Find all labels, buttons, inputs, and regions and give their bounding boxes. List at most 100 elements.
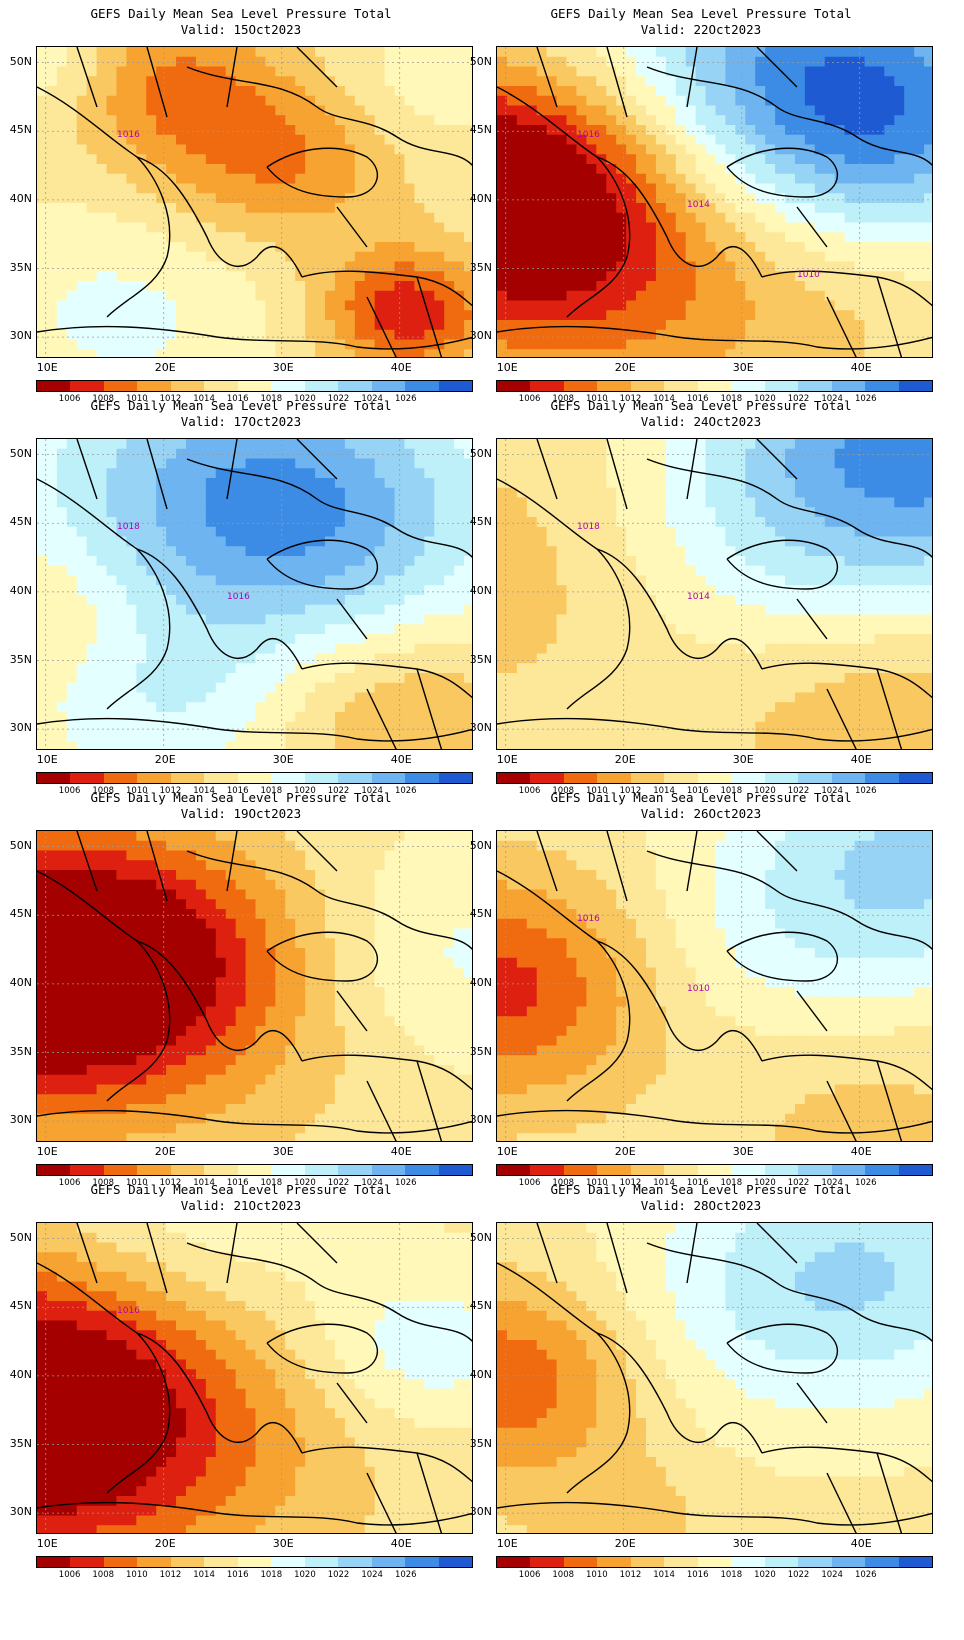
colorbar-label: 1016 <box>686 394 709 404</box>
colorbar-swatch <box>103 1557 138 1567</box>
colorbar-swatch <box>831 1557 866 1567</box>
colorbar-label: 1012 <box>159 1178 182 1188</box>
lat-tick-label: 40N <box>9 1367 32 1381</box>
lat-tick-label: 35N <box>469 1436 492 1450</box>
colorbar-label: 1018 <box>260 394 283 404</box>
colorbar-swatch <box>697 381 732 391</box>
coastline <box>726 539 838 590</box>
coastline <box>497 870 631 1102</box>
coastline <box>497 717 932 742</box>
colorbar-swatch <box>664 381 698 391</box>
colorbar <box>496 772 933 784</box>
panel-valid-date: Valid: 26Oct2023 <box>640 806 762 821</box>
panel-valid-date: Valid: 17Oct2023 <box>180 414 302 429</box>
colorbar-swatch <box>204 1557 238 1567</box>
lat-tick-label: 30N <box>469 1505 492 1519</box>
lat-tick-label: 30N <box>9 1505 32 1519</box>
colorbar-swatch <box>898 773 933 783</box>
colorbar-swatch <box>697 1557 732 1567</box>
colorbar-swatch <box>338 773 372 783</box>
lat-tick-label: 35N <box>469 1044 492 1058</box>
colorbar-swatch <box>70 773 104 783</box>
lat-tick-label: 50N <box>9 838 32 852</box>
coastline <box>37 1501 472 1526</box>
isobar-label: 1016 <box>227 592 250 602</box>
colorbar-swatch <box>304 381 339 391</box>
colorbar-label: 1008 <box>92 394 115 404</box>
colorbar-swatch <box>831 381 866 391</box>
coastline <box>596 1332 763 1454</box>
coastline <box>37 717 472 742</box>
lat-tick-label: 35N <box>9 1436 32 1450</box>
colorbar-label: 1006 <box>518 786 541 796</box>
colorbar-label: 1008 <box>552 1570 575 1580</box>
coastline <box>536 831 798 902</box>
colorbar-swatch <box>37 1557 71 1567</box>
colorbar-label: 1012 <box>619 1570 642 1580</box>
colorbar-swatch <box>831 773 866 783</box>
colorbar <box>496 380 933 392</box>
colorbar-label: 1026 <box>854 786 877 796</box>
colorbar-label: 1012 <box>619 786 642 796</box>
colorbar-label: 1018 <box>720 1178 743 1188</box>
colorbar-label: 1006 <box>58 1570 81 1580</box>
lat-tick-label: 45N <box>9 1299 32 1313</box>
lat-tick-label: 50N <box>469 446 492 460</box>
colorbar-label: 1010 <box>126 1570 148 1580</box>
lon-tick-label: 10E <box>36 1537 58 1550</box>
colorbar-label: 1016 <box>226 786 249 796</box>
panel-title: GEFS Daily Mean Sea Level Pressure Total <box>550 398 852 413</box>
coastline <box>186 458 472 559</box>
panel-valid-date: Valid: 22Oct2023 <box>640 22 762 37</box>
colorbar-swatch <box>764 381 799 391</box>
lat-tick-label: 35N <box>9 1044 32 1058</box>
colorbar-label: 1008 <box>552 394 575 404</box>
isobar-label: 1016 <box>577 130 600 140</box>
colorbar <box>36 380 473 392</box>
coastline <box>596 548 763 670</box>
map-panel: GEFS Daily Mean Sea Level Pressure Total… <box>460 0 942 410</box>
panel-valid-date: Valid: 19Oct2023 <box>180 806 302 821</box>
pressure-map <box>36 830 473 1142</box>
panel-valid-date: Valid: 21Oct2023 <box>180 1198 302 1213</box>
coastline <box>596 156 763 278</box>
coastline <box>336 1382 443 1533</box>
colorbar-swatch <box>304 773 339 783</box>
colorbar-swatch <box>204 381 238 391</box>
pressure-field: 1016 <box>37 1223 472 1533</box>
coastline <box>136 940 303 1062</box>
lon-tick-label: 10E <box>496 1537 518 1550</box>
pressure-map: 1016 <box>36 46 473 358</box>
coastline <box>761 1446 932 1483</box>
colorbar-label: 1020 <box>294 1570 316 1580</box>
coastline <box>336 206 443 357</box>
lon-tick-label: 20E <box>154 1145 176 1158</box>
colorbar-swatch <box>338 1557 372 1567</box>
panel-valid-date: Valid: 24Oct2023 <box>640 414 762 429</box>
isobar-label: 1016 <box>577 914 600 924</box>
colorbar-label: 1016 <box>226 1570 249 1580</box>
colorbar-label: 1022 <box>327 786 350 796</box>
colorbar-swatch <box>237 381 272 391</box>
coastline <box>796 598 903 749</box>
lat-tick-label: 45N <box>469 907 492 921</box>
coastline <box>646 458 932 559</box>
colorbar-label: 1014 <box>193 1570 215 1580</box>
isobar-label: 1014 <box>687 200 710 210</box>
lat-tick-label: 40N <box>9 975 32 989</box>
map-panel: GEFS Daily Mean Sea Level Pressure Total… <box>460 392 942 802</box>
colorbar-swatch <box>438 773 473 783</box>
colorbar-swatch <box>630 1557 665 1567</box>
colorbar-label: 1012 <box>619 1178 642 1188</box>
colorbar-swatch <box>597 1165 631 1175</box>
lat-tick-label: 30N <box>469 329 492 343</box>
coastline <box>726 931 838 982</box>
colorbar-swatch <box>103 381 138 391</box>
colorbar-swatch <box>630 773 665 783</box>
colorbar-label: 1010 <box>586 1178 608 1188</box>
lon-tick-label: 10E <box>496 753 518 766</box>
colorbar-swatch <box>405 773 439 783</box>
coastline <box>796 206 903 357</box>
lat-tick-label: 35N <box>9 652 32 666</box>
colorbar-swatch <box>438 1165 473 1175</box>
